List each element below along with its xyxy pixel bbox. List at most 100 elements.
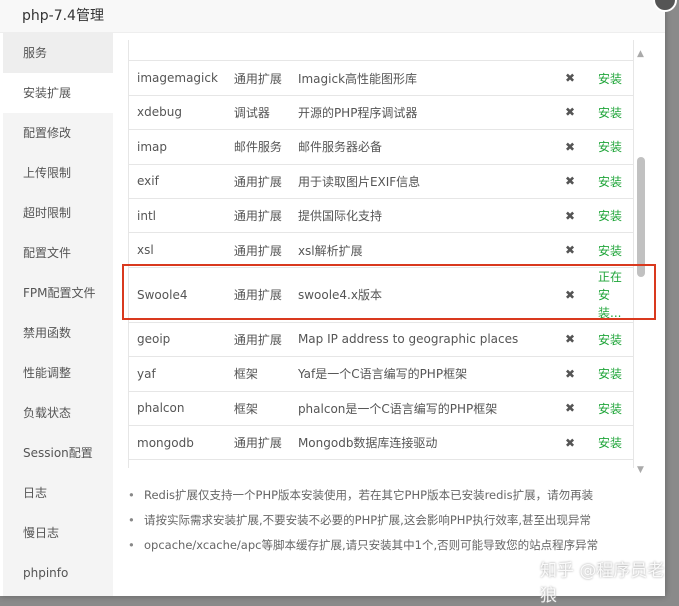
extension-type: 通用扩展 [225,163,290,199]
extension-row: geoip 通用扩展 Map IP address to geographic pl… [129,321,633,358]
extension-row: phalcon 框架 phalcon是一个C语言编写的PHP框架 ✖ 安装 [129,390,633,426]
extension-name [129,40,226,62]
extension-type: 通用扩展 [225,321,290,358]
note: 请按实际需求安装扩展,不要安装不必要的PHP扩展,这会影响PHP执行效率,甚至出… [128,510,598,535]
scroll-up-icon[interactable]: ▲ [637,49,644,59]
not-installed-icon: ✖ [550,232,590,268]
extension-name: Swoole4 [129,266,226,323]
sidebar-item[interactable]: 性能调整 [23,366,72,380]
not-installed-icon: ✖ [550,94,590,131]
extension-description: 开源的PHP程序调试器 [289,94,550,131]
sidebar-item[interactable]: 禁用函数 [23,326,72,340]
extension-name: imap [129,129,226,165]
install-link[interactable]: 安装 [590,232,633,268]
install-link[interactable]: 安装 [590,321,633,358]
sidebar-item[interactable]: phpinfo [23,566,69,580]
extension-type: 通用扩展 [225,60,290,96]
install-link[interactable]: 安装 [590,356,633,392]
extension-row: imagemagick 通用扩展 Imagick高性能图形库 ✖ 安装 [129,60,633,96]
extension-name: xsl [129,232,226,268]
extension-type: 框架 [225,356,290,392]
sidebar-item[interactable]: 负载状态 [23,406,72,420]
extensions-table: imagemagick 通用扩展 Imagick高性能图形库 ✖ 安装 xdebug 调试器… [129,40,633,468]
extension-type: 调试器 [225,94,290,131]
extension-name [129,459,226,468]
extension-name: mongodb [129,424,226,461]
not-installed-icon: ✖ [550,163,590,199]
extension-description: phalcon是一个C语言编写的PHP框架 [289,390,550,426]
extension-name: phalcon [129,390,226,426]
extension-description: 邮件服务器必备 [289,129,550,165]
extension-description [289,459,550,468]
note: Redis扩展仅支持一个PHP版本安装使用，若在其它PHP版本已安装redis扩… [128,485,598,510]
scroll-down-icon[interactable]: ▼ [637,465,644,475]
not-installed-icon [550,40,590,62]
not-installed-icon: ✖ [550,60,590,96]
not-installed-icon: ✖ [550,129,590,165]
sidebar-item[interactable]: Session配置 [23,446,93,460]
install-link[interactable]: 安装 [590,60,633,96]
extension-row: xdebug 调试器 开源的PHP程序调试器 ✖ 安装 [129,94,633,131]
extension-name: imagemagick [129,60,226,96]
sidebar-item[interactable]: 日志 [23,486,48,500]
extension-description [289,40,550,62]
extension-name: xdebug [129,94,226,131]
extension-row: xsl 通用扩展 xsl解析扩展 ✖ 安装 [129,232,633,268]
extension-name: intl [129,197,226,234]
extension-row: Swoole4 通用扩展 swoole4.x版本 ✖ 正在安装... [129,266,633,323]
swoole-highlight-box [122,264,656,320]
dialog-title: php-7.4管理 [0,0,665,33]
install-link[interactable]: 安装 [590,390,633,426]
scrollbar[interactable]: ▲ ▼ [635,45,647,475]
extension-type: 通用扩展 [225,424,290,461]
sidebar-item[interactable]: 上传限制 [23,166,72,180]
install-link[interactable]: 安装 [590,197,633,234]
extension-description: Imagick高性能图形库 [289,60,550,96]
main-panel: imagemagick 通用扩展 Imagick高性能图形库 ✖ 安装 xdebug 调试器… [113,33,665,596]
extension-type [225,40,290,62]
extension-type: 通用扩展 [225,232,290,268]
watermark: 知乎 @程序员老狼 [540,561,665,606]
extension-row: yaf 框架 Yaf是一个C语言编写的PHP框架 ✖ 安装 [129,356,633,392]
sidebar-item[interactable]: 配置修改 [23,126,72,140]
extension-type: 邮件服务 [225,129,290,165]
not-installed-icon: ✖ [550,356,590,392]
extension-name: geoip [129,321,226,358]
not-installed-icon: ✖ [550,321,590,358]
sidebar: 服务 安装扩展配置修改上传限制超时限制配置文件 FPM配置文件 禁用函数性能调整负载状… [3,33,113,596]
php-manager-dialog: php-7.4管理 服务 安装扩展配置修改上传限制超时限制配置文件 FPM配置文件禁… [0,0,665,596]
install-link[interactable]: 安装 [590,129,633,165]
extension-row [129,40,633,62]
extension-description: Mongodb数据库连接驱动 [289,424,550,461]
extension-name: exif [129,163,226,199]
install-link[interactable] [590,459,633,468]
install-link[interactable] [590,40,633,62]
not-installed-icon: ✖ [550,197,590,234]
extension-type: 框架 [225,390,290,426]
sidebar-item[interactable]: 服务 [3,33,113,73]
notes-list: Redis扩展仅支持一个PHP版本安装使用，若在其它PHP版本已安装redis扩… [128,485,598,560]
sidebar-item[interactable]: 慢日志 [23,526,60,540]
sidebar-item[interactable]: 配置文件 [23,246,72,260]
extension-type: 通用扩展 [225,197,290,234]
extension-description: 用于读取图片EXIF信息 [289,163,550,199]
install-link[interactable]: 安装 [590,163,633,199]
extension-row: exif 通用扩展 用于读取图片EXIF信息 ✖ 安装 [129,163,633,199]
extension-row: intl 通用扩展 提供国际化支持 ✖ 安装 [129,197,633,234]
scrollbar-thumb[interactable] [637,157,645,277]
install-link[interactable]: 安装 [590,424,633,461]
sidebar-item[interactable]: FPM配置文件 [23,286,96,300]
note: opcache/xcache/apc等脚本缓存扩展,请只安装其中1个,否则可能导… [128,535,598,560]
extension-name: yaf [129,356,226,392]
extension-description: Yaf是一个C语言编写的PHP框架 [289,356,550,392]
sidebar-item[interactable]: 安装扩展 [3,73,113,113]
install-link[interactable]: 安装 [590,94,633,131]
install-link[interactable]: 正在安装... [590,266,633,323]
extension-type [225,459,290,468]
sidebar-item[interactable]: 超时限制 [23,206,72,220]
extension-description: swoole4.x版本 [289,266,550,323]
extension-row: imap 邮件服务 邮件服务器必备 ✖ 安装 [129,129,633,165]
extension-row: mongodb 通用扩展 Mongodb数据库连接驱动 ✖ 安装 [129,424,633,461]
extension-description: Map IP address to geographic places [289,321,550,358]
extension-description: xsl解析扩展 [289,232,550,268]
